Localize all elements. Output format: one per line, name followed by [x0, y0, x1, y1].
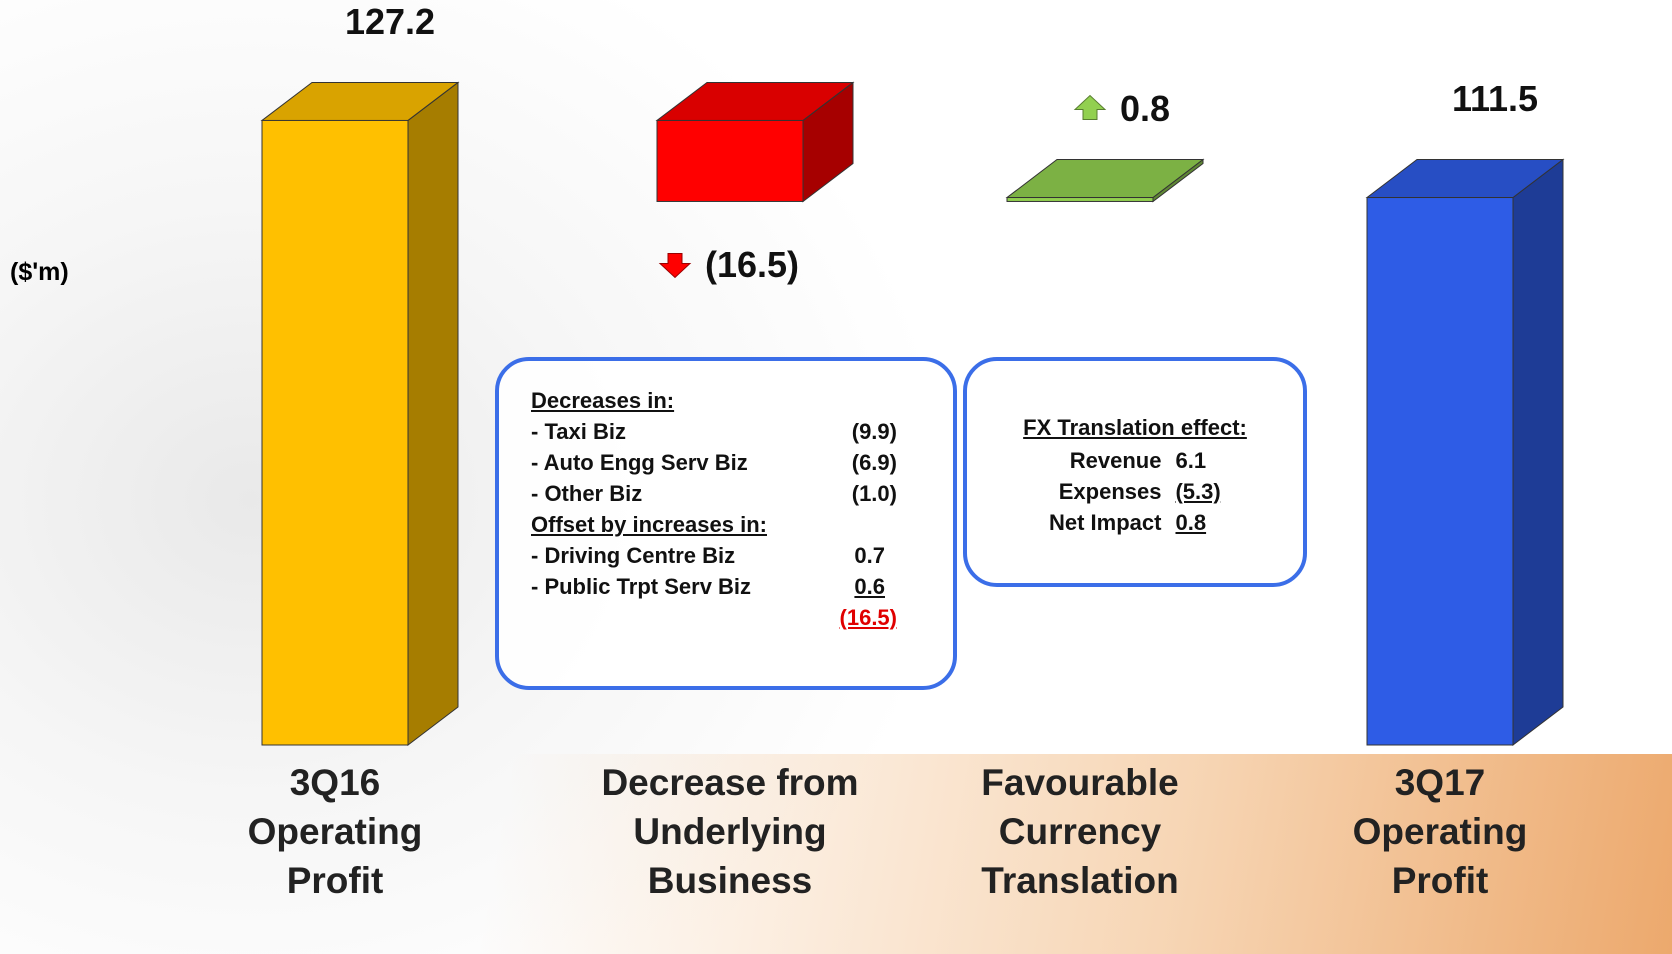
arrow-icon	[1073, 94, 1107, 121]
bar	[261, 119, 409, 746]
bar-top	[1005, 159, 1205, 199]
value-label: (16.5)	[705, 244, 799, 285]
category-label: Decrease from Underlying Business	[601, 762, 859, 901]
fx-box: FX Translation effect: Revenue 6.1 Expens…	[963, 357, 1307, 587]
note-label: - Auto Engg Serv Biz	[531, 449, 748, 475]
note-heading: FX Translation effect:	[1023, 415, 1247, 440]
value-label: 127.2	[345, 1, 435, 42]
bar	[1006, 197, 1154, 202]
note-total: (16.5)	[839, 604, 897, 630]
note-subheading: Offset by increases in:	[531, 511, 767, 537]
note-value: (6.9)	[851, 449, 897, 475]
note-value: 0.7	[854, 542, 885, 568]
fx-table: Revenue 6.1 Expenses (5.3) Net Impact 0.8	[1049, 445, 1221, 538]
note-heading: Decreases in:	[531, 387, 675, 413]
note-value: (5.3)	[1175, 478, 1221, 504]
bar	[656, 119, 804, 202]
bar-side	[407, 81, 459, 747]
note-value: (1.0)	[851, 480, 897, 506]
category-label: 3Q16 Operating Profit	[247, 762, 423, 901]
note-label: - Taxi Biz	[531, 418, 626, 444]
note-label: - Driving Centre Biz	[531, 542, 736, 568]
note-value: 6.1	[1175, 447, 1207, 473]
background-band	[0, 754, 1672, 954]
value-label: 111.5	[1452, 78, 1538, 119]
note-value: (9.9)	[851, 418, 897, 444]
note-value: 0.6	[854, 573, 885, 599]
bar-side	[1512, 158, 1564, 747]
breakdown-table: Decreases in: - Taxi Biz (9.9) - Auto Eng…	[531, 385, 897, 633]
note-label: Net Impact	[1049, 509, 1162, 535]
breakdown-box: Decreases in: - Taxi Biz (9.9) - Auto Eng…	[495, 357, 957, 690]
note-value: 0.8	[1175, 509, 1207, 535]
note-label: Revenue	[1069, 447, 1162, 473]
note-label: - Public Trpt Serv Biz	[531, 573, 752, 599]
bar	[1366, 197, 1514, 746]
note-label: - Other Biz	[531, 480, 643, 506]
category-label: 3Q17 Operating Profit	[1352, 762, 1528, 901]
category-label: Favourable Currency Translation	[981, 762, 1179, 901]
unit-label: ($'m)	[10, 258, 69, 286]
note-label: Expenses	[1058, 478, 1162, 504]
value-label: 0.8	[1120, 88, 1170, 129]
arrow-icon	[658, 252, 692, 279]
